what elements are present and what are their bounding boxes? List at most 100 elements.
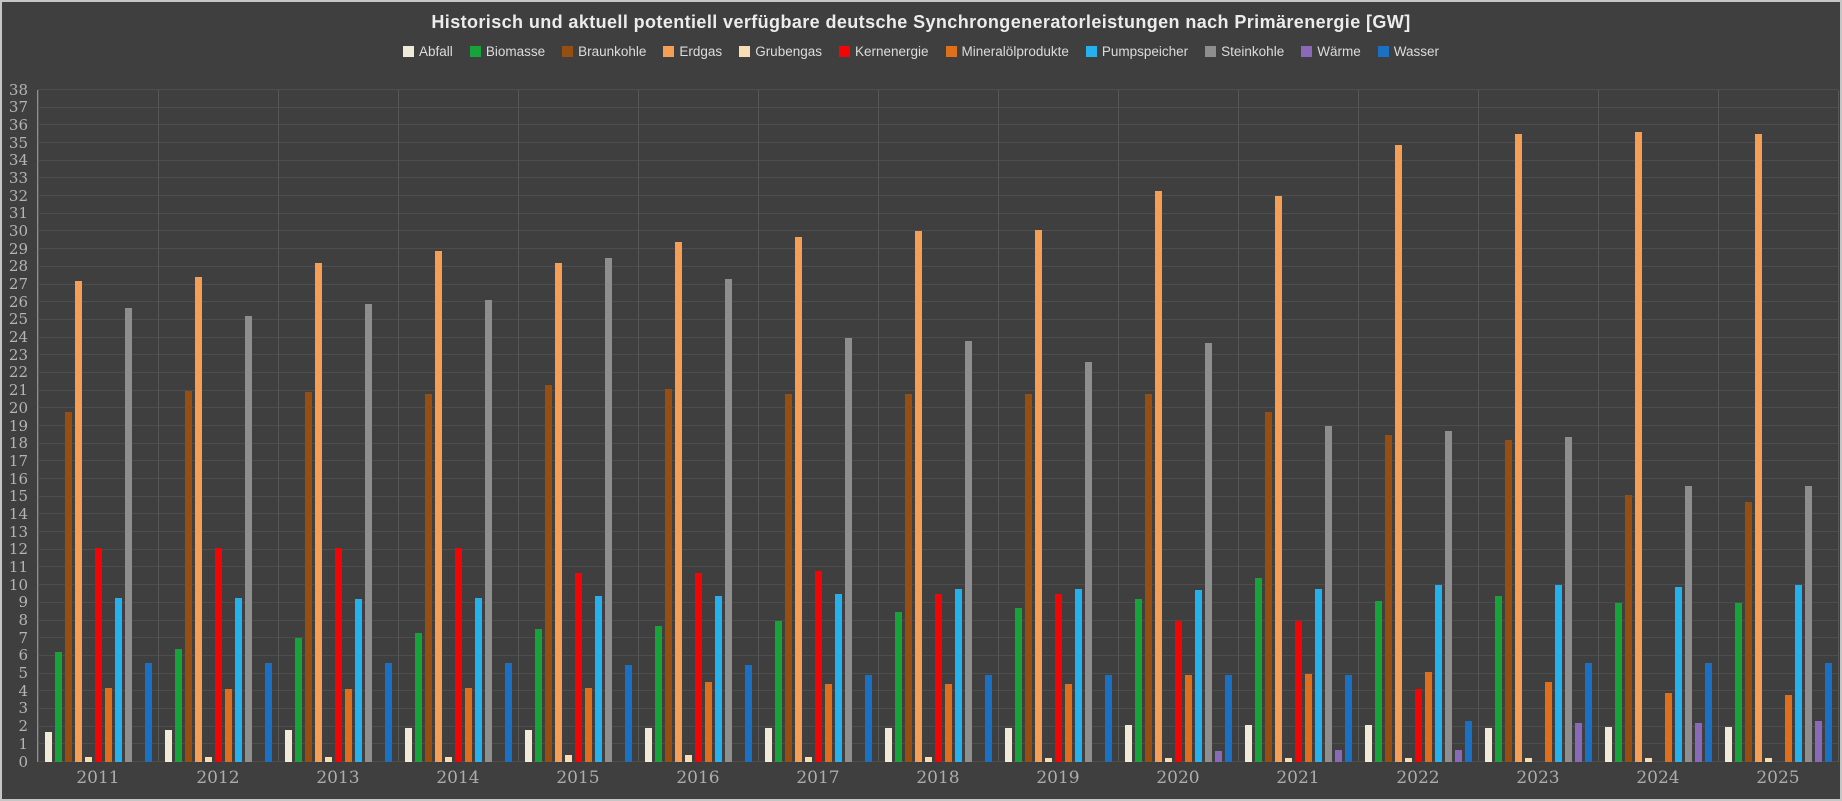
bar-pumpspeicher-2018 [954,589,962,762]
bar-biomasse-2024 [1614,603,1622,762]
legend-label: Mineralölprodukte [961,44,1069,59]
legend-swatch-icon [562,46,574,57]
legend-item-mineraloelprodukte: Mineralölprodukte [945,44,1069,59]
legend-swatch-icon [469,46,481,57]
bar-braunkohle-2020 [1144,394,1152,762]
bar-biomasse-2019 [1014,608,1022,762]
bar-group-2019 [998,90,1118,762]
bar-steinkohle-2013 [364,304,372,762]
y-tick-label-11: 11 [8,557,28,576]
bar-steinkohle-2018 [964,341,972,762]
y-tick-label-17: 17 [8,451,28,470]
y-tick-label-36: 36 [8,115,28,134]
x-tick-label-2011: 2011 [76,768,120,788]
bar-erdgas-2022 [1394,145,1402,762]
bar-abfall-2024 [1604,727,1612,762]
bar-biomasse-2018 [894,612,902,762]
bar-group-2016 [638,90,758,762]
bar-braunkohle-2022 [1384,435,1392,762]
plot-area [37,89,1839,762]
bar-grubengas-2013 [324,757,332,762]
gridline-horizontal [38,336,1838,338]
bar-grubengas-2020 [1164,758,1172,762]
x-tick-label-2018: 2018 [916,768,960,788]
x-tick-label-2017: 2017 [796,768,840,788]
gridline-vertical [158,90,159,762]
bar-pumpspeicher-2024 [1674,587,1682,762]
x-tick-label-2022: 2022 [1396,768,1440,788]
bar-braunkohle-2019 [1024,394,1032,762]
bar-pumpspeicher-2014 [474,598,482,762]
bar-abfall-2013 [284,730,292,762]
gridline-vertical [1838,90,1839,762]
bar-grubengas-2021 [1284,758,1292,762]
y-tick-label-26: 26 [8,292,28,311]
y-tick-label-16: 16 [8,469,28,488]
gridline-horizontal [38,531,1838,533]
bar-mineraloelprodukte-2012 [224,689,232,762]
bar-erdgas-2018 [914,231,922,762]
bar-steinkohle-2016 [724,279,732,762]
bar-mineraloelprodukte-2022 [1424,672,1432,762]
bar-erdgas-2016 [674,242,682,762]
gridline-horizontal [38,513,1838,515]
bar-group-2018 [878,90,998,762]
bar-kernenergie-2012 [214,548,222,762]
y-tick-label-5: 5 [18,664,28,683]
y-tick-label-38: 38 [8,80,28,99]
bar-grubengas-2014 [444,757,452,762]
bar-mineraloelprodukte-2016 [704,682,712,762]
bar-mineraloelprodukte-2019 [1064,684,1072,762]
bar-pumpspeicher-2016 [714,596,722,762]
bar-biomasse-2021 [1254,578,1262,762]
bar-abfall-2017 [764,728,772,762]
bar-abfall-2016 [644,728,652,762]
gridline-vertical [878,90,879,762]
bar-grubengas-2023 [1524,758,1532,762]
gridline-horizontal [38,442,1838,444]
y-tick-label-29: 29 [8,239,28,258]
gridline-horizontal [38,407,1838,409]
legend-label: Erdgas [679,44,723,59]
bar-steinkohle-2014 [484,300,492,762]
bar-pumpspeicher-2022 [1434,585,1442,762]
bar-abfall-2021 [1244,725,1252,762]
bar-waerme-2023 [1574,723,1582,762]
bar-group-2023 [1478,90,1598,762]
bar-wasser-2020 [1224,675,1232,762]
y-tick-label-37: 37 [8,98,28,117]
bar-steinkohle-2024 [1684,486,1692,762]
bar-mineraloelprodukte-2015 [584,688,592,762]
bar-group-2014 [398,90,518,762]
bar-group-2022 [1358,90,1478,762]
gridline-vertical [518,90,519,762]
x-tick-label-2015: 2015 [556,768,600,788]
bar-group-2013 [278,90,398,762]
gridline-horizontal [38,265,1838,267]
bar-pumpspeicher-2011 [114,598,122,762]
y-tick-label-4: 4 [18,681,28,700]
bar-biomasse-2017 [774,621,782,762]
legend-item-kernenergie: Kernenergie [838,44,929,59]
legend-label: Grubengas [755,44,822,59]
gridline-horizontal [38,89,1838,90]
legend-swatch-icon [1377,46,1389,57]
y-tick-label-18: 18 [8,434,28,453]
gridline-vertical [1478,90,1479,762]
y-tick-label-10: 10 [8,575,28,594]
bar-erdgas-2013 [314,263,322,762]
bar-group-2015 [518,90,638,762]
y-tick-label-35: 35 [8,133,28,152]
bar-kernenergie-2018 [934,594,942,762]
bar-waerme-2024 [1694,723,1702,762]
bar-grubengas-2011 [84,757,92,762]
bar-wasser-2014 [504,663,512,762]
legend-item-wasser: Wasser [1377,44,1439,59]
y-tick-label-15: 15 [8,487,28,506]
bar-biomasse-2013 [294,638,302,762]
chart-title: Historisch und aktuell potentiell verfüg… [431,12,1411,32]
bar-erdgas-2020 [1154,191,1162,762]
bar-abfall-2025 [1724,727,1732,762]
legend-label: Pumpspeicher [1101,44,1189,59]
gridline-horizontal [38,177,1838,179]
